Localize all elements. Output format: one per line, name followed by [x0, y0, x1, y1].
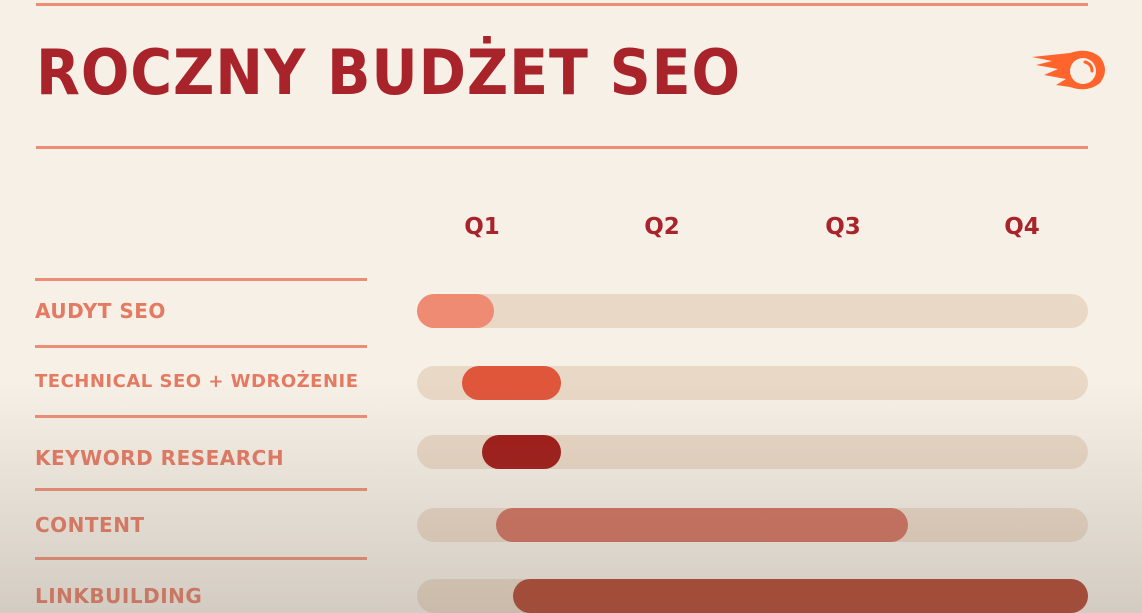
task-label: TECHNICAL SEO + WDROŻENIE [35, 371, 359, 392]
task-track [417, 294, 1088, 328]
x-tick-label-q2: Q2 [644, 214, 680, 240]
task-label: AUDYT SEO [35, 299, 166, 323]
row-separator [35, 278, 367, 281]
row-separator [35, 488, 367, 491]
title-rule [36, 146, 1088, 149]
task-bar [495, 508, 909, 542]
top-rule [36, 3, 1088, 6]
task-label: KEYWORD RESEARCH [35, 446, 285, 470]
task-bar [482, 435, 562, 469]
task-bar [417, 294, 495, 328]
x-tick-label-q3: Q3 [825, 214, 861, 240]
task-label: LINKBUILDING [35, 584, 203, 608]
task-bar [512, 579, 1088, 613]
x-tick-label-q4: Q4 [1004, 214, 1040, 240]
row-separator [35, 557, 367, 560]
task-bar [462, 366, 562, 400]
semrush-logo-icon [1030, 45, 1108, 99]
row-separator [35, 415, 367, 418]
page-title: ROCZNY BUDŻET SEO [36, 36, 741, 109]
x-tick-label-q1: Q1 [464, 214, 500, 240]
row-separator [35, 345, 367, 348]
task-label: CONTENT [35, 513, 145, 537]
